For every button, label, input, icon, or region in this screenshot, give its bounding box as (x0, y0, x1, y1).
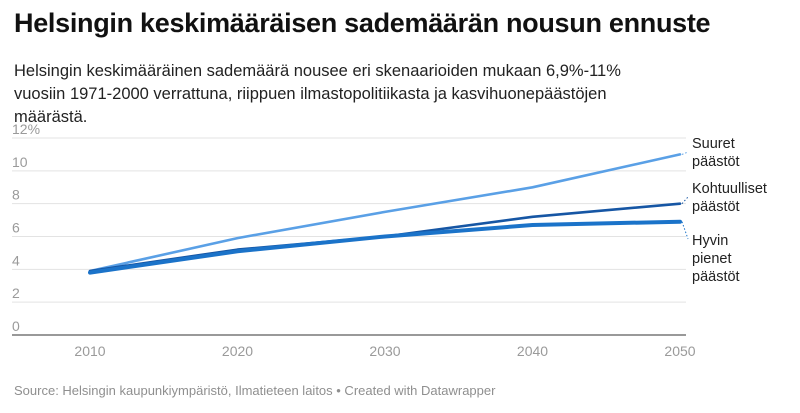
series-line (88, 153, 682, 273)
x-tick-label: 2040 (517, 343, 548, 359)
x-tick-label: 2050 (664, 343, 695, 359)
series-label: päästöt (692, 154, 740, 170)
x-tick-label: 2030 (369, 343, 400, 359)
chart-subtitle: Helsingin keskimääräinen sademäärä nouse… (14, 62, 621, 126)
x-tick-label: 2010 (74, 343, 105, 359)
y-tick-label: 6 (12, 220, 20, 236)
y-tick-label: 10 (12, 154, 28, 170)
y-tick-label: 2 (12, 285, 20, 301)
series-label: Hyvin (692, 233, 728, 249)
series-label: päästöt (692, 199, 740, 215)
y-tick-label: 4 (12, 252, 20, 268)
label-leader-line (681, 196, 689, 205)
label-leader-line (681, 151, 689, 155)
x-axis-ticks: 2010 2020 2030 2040 2050 (74, 343, 695, 359)
grid-lines (12, 137, 686, 336)
y-tick-label: 12% (12, 121, 40, 137)
series-lines (88, 153, 682, 275)
chart-title: Helsingin keskimääräisen sademäärän nous… (14, 8, 711, 38)
label-leader-line (681, 221, 689, 240)
series-label: Suuret (692, 136, 735, 152)
series-label: päästöt (692, 269, 740, 285)
series-label: Kohtuulliset (692, 181, 767, 197)
series-label: pienet (692, 251, 732, 267)
series-labels: Suuret päästöt Kohtuulliset päästöt Hyvin pie… (681, 136, 767, 285)
series-line (88, 219, 682, 275)
x-tick-label: 2020 (222, 343, 253, 359)
y-tick-label: 0 (12, 318, 20, 334)
source-note: Source: Helsingin kaupunkiympäristö, Ilm… (14, 383, 496, 398)
y-tick-label: 8 (12, 187, 20, 203)
y-axis-ticks: 0 2 4 6 8 10 12% (12, 121, 40, 334)
